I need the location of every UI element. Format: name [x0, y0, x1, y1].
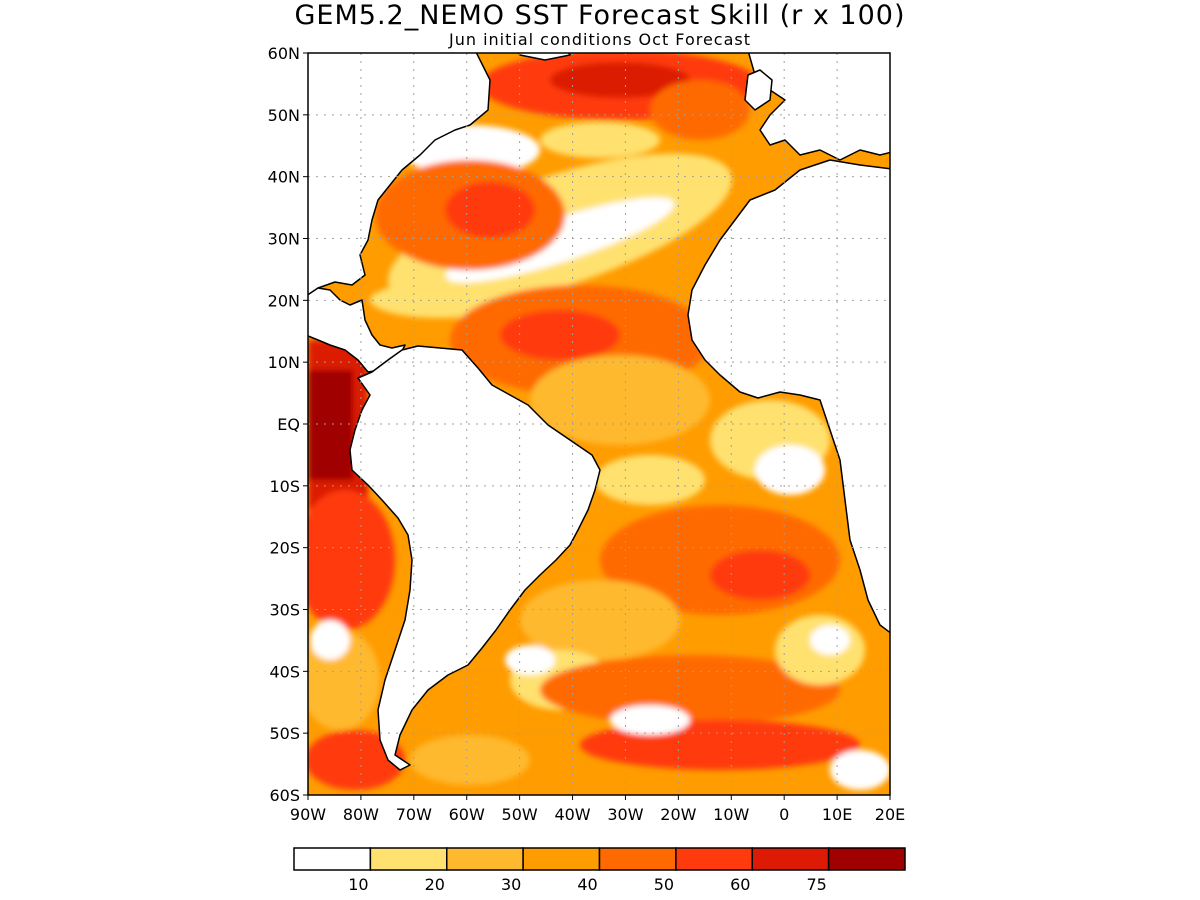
lon-tick-label: 80W — [343, 805, 379, 824]
lon-tick-label: 40W — [554, 805, 590, 824]
lat-tick-label: 10S — [269, 477, 300, 496]
colorbar-swatch — [827, 847, 906, 871]
lat-tick-label: 30S — [269, 601, 300, 620]
lon-tick-label: 0 — [779, 805, 789, 824]
axis-ticks: 60N 50N 40N 30N 20N 10N EQ 10S 20S 30S 40S 50S 60S90… — [268, 44, 906, 824]
colorbar: 10 20 30 40 50 60 75 — [293, 847, 906, 894]
lon-tick-label: 10E — [822, 805, 852, 824]
lon-tick-label: 60W — [449, 805, 485, 824]
colorbar-label: 10 — [348, 875, 368, 894]
colorbar-swatch — [293, 847, 372, 871]
south-america — [349, 345, 601, 771]
lon-tick-label: 70W — [396, 805, 432, 824]
map-subtitle: Jun initial conditions Oct Forecast — [448, 30, 752, 49]
colorbar-swatch — [369, 847, 448, 871]
lon-tick-label: 90W — [290, 805, 326, 824]
colorbar-label: 30 — [501, 875, 521, 894]
skill-field — [308, 53, 890, 795]
colorbar-swatch — [522, 847, 601, 871]
lat-tick-label: 10N — [268, 353, 300, 372]
land — [308, 53, 890, 771]
colorbar-swatch — [675, 847, 753, 871]
lat-tick-label: 30N — [268, 230, 300, 249]
colorbar-label: 75 — [806, 875, 826, 894]
lat-tick-label: 40S — [269, 662, 300, 681]
lat-lon-grid — [308, 53, 890, 795]
colorbar-label: 60 — [730, 875, 750, 894]
map-title: GEM5.2_NEMO SST Forecast Skill (r x 100) — [294, 0, 906, 31]
lon-tick-label: 20W — [660, 805, 696, 824]
lon-tick-label: 30W — [607, 805, 643, 824]
great-britain — [744, 69, 773, 111]
lat-tick-label: 60N — [268, 44, 300, 63]
lat-tick-label: 20N — [268, 291, 300, 310]
lon-tick-label: 50W — [502, 805, 538, 824]
colorbar-swatch — [751, 847, 830, 871]
colorbar-label: 20 — [425, 875, 445, 894]
lat-tick-label: 20S — [269, 539, 300, 558]
lat-tick-label: 50N — [268, 106, 300, 125]
africa — [687, 159, 890, 634]
lat-tick-label: 60S — [269, 786, 300, 805]
colorbar-label: 50 — [654, 875, 674, 894]
lat-tick-label: 40N — [268, 168, 300, 187]
colorbar-swatch — [598, 847, 677, 871]
lon-tick-label: 20E — [875, 805, 905, 824]
colorbar-label: 40 — [577, 875, 597, 894]
lat-tick-label: EQ — [277, 415, 300, 434]
greenland — [517, 53, 571, 61]
colorbar-swatch — [446, 847, 524, 871]
lon-tick-label: 10W — [713, 805, 749, 824]
lat-tick-label: 50S — [269, 724, 300, 743]
